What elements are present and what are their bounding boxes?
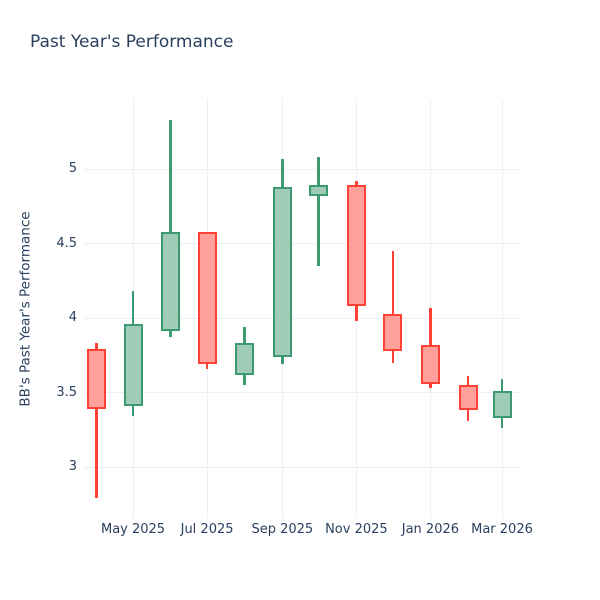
chart-title: Past Year's Performance bbox=[30, 32, 234, 52]
candle-body bbox=[161, 231, 181, 332]
candle-body bbox=[420, 344, 440, 384]
y-gridline bbox=[84, 317, 519, 319]
y-gridline bbox=[84, 466, 519, 468]
x-tick-label: Sep 2025 bbox=[251, 522, 314, 537]
x-tick-label: Mar 2026 bbox=[471, 522, 533, 537]
y-gridline bbox=[84, 168, 519, 170]
y-tick-label: 3.5 bbox=[56, 384, 77, 400]
candle-body bbox=[235, 343, 255, 375]
plot-area[interactable] bbox=[84, 99, 519, 518]
candle-wick bbox=[391, 250, 395, 363]
candle-body bbox=[309, 185, 329, 196]
candle-body bbox=[346, 185, 366, 307]
candle-body bbox=[87, 349, 107, 409]
y-tick-label: 3 bbox=[68, 459, 77, 475]
y-tick-label: 4.5 bbox=[56, 235, 77, 251]
candle-wick bbox=[317, 157, 320, 266]
x-tick-label: May 2025 bbox=[100, 522, 166, 537]
candle-body bbox=[383, 313, 403, 351]
candle-body bbox=[123, 323, 143, 406]
y-tick-label: 5 bbox=[68, 161, 77, 177]
y-tick-label: 4 bbox=[68, 310, 77, 326]
candle-body bbox=[458, 385, 478, 411]
x-tick-label: Nov 2025 bbox=[325, 522, 388, 537]
y-gridline bbox=[84, 243, 519, 245]
candle-body bbox=[197, 231, 217, 365]
y-gridline bbox=[84, 392, 519, 394]
x-tick-label: Jul 2025 bbox=[180, 522, 234, 537]
candle-wick bbox=[169, 119, 172, 338]
x-tick-label: Jan 2026 bbox=[401, 522, 460, 537]
candle-body bbox=[492, 391, 512, 418]
x-gridline bbox=[501, 99, 503, 518]
candle-wick bbox=[95, 343, 98, 499]
candle-body bbox=[272, 186, 292, 357]
